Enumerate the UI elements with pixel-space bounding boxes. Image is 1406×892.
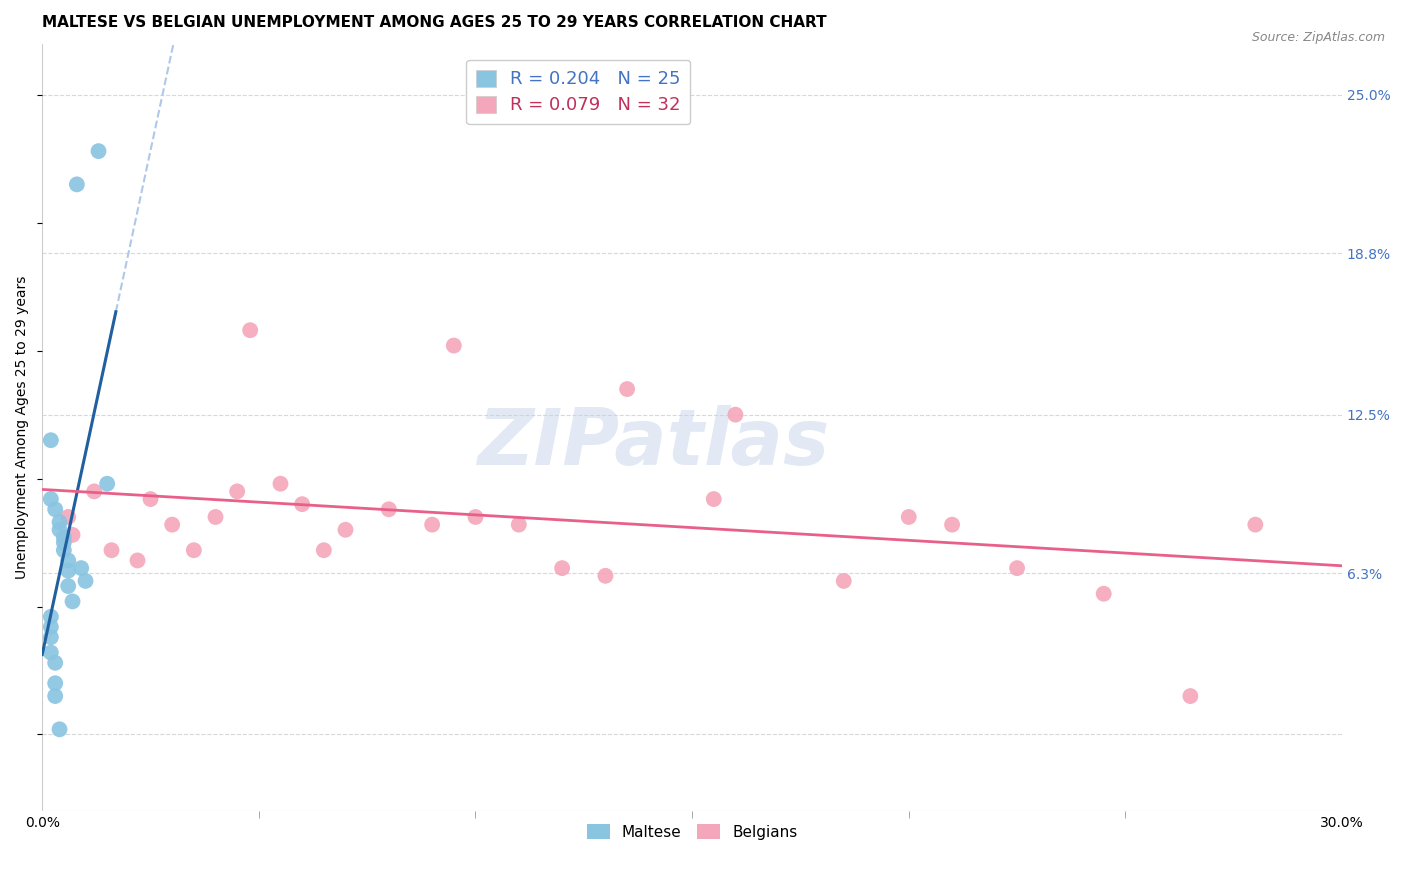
- Point: [48, 723, 70, 737]
- Point: [508, 517, 530, 532]
- Y-axis label: Unemployment Among Ages 25 to 29 years: Unemployment Among Ages 25 to 29 years: [15, 276, 30, 579]
- Point: [39, 646, 62, 660]
- Point: [39, 609, 62, 624]
- Point: [56, 510, 79, 524]
- Point: [44, 656, 66, 670]
- Point: [56, 564, 79, 578]
- Point: [464, 510, 486, 524]
- Point: [44, 689, 66, 703]
- Point: [39, 491, 62, 506]
- Point: [291, 497, 314, 511]
- Point: [127, 553, 149, 567]
- Point: [100, 543, 122, 558]
- Point: [56, 553, 79, 567]
- Legend: Maltese, Belgians: Maltese, Belgians: [581, 818, 803, 846]
- Point: [139, 491, 162, 506]
- Point: [66, 178, 89, 192]
- Text: MALTESE VS BELGIAN UNEMPLOYMENT AMONG AGES 25 TO 29 YEARS CORRELATION CHART: MALTESE VS BELGIAN UNEMPLOYMENT AMONG AG…: [42, 15, 827, 30]
- Point: [941, 517, 963, 532]
- Point: [39, 630, 62, 644]
- Point: [239, 323, 262, 337]
- Point: [335, 523, 357, 537]
- Point: [70, 561, 93, 575]
- Point: [39, 620, 62, 634]
- Text: ZIPatlas: ZIPatlas: [477, 405, 830, 481]
- Point: [183, 543, 205, 558]
- Point: [897, 510, 920, 524]
- Point: [204, 510, 226, 524]
- Point: [44, 502, 66, 516]
- Point: [39, 434, 62, 448]
- Point: [1005, 561, 1028, 575]
- Point: [62, 594, 84, 608]
- Point: [226, 484, 249, 499]
- Point: [1244, 517, 1267, 532]
- Point: [75, 574, 97, 588]
- Point: [551, 561, 574, 575]
- Point: [160, 517, 183, 532]
- Point: [48, 515, 70, 529]
- Point: [52, 535, 75, 549]
- Point: [595, 569, 617, 583]
- Point: [443, 338, 465, 352]
- Point: [832, 574, 855, 588]
- Text: Source: ZipAtlas.com: Source: ZipAtlas.com: [1251, 31, 1385, 45]
- Point: [48, 523, 70, 537]
- Point: [1092, 587, 1115, 601]
- Point: [1180, 689, 1202, 703]
- Point: [56, 579, 79, 593]
- Point: [83, 484, 105, 499]
- Point: [312, 543, 335, 558]
- Point: [703, 491, 725, 506]
- Point: [724, 408, 747, 422]
- Point: [44, 676, 66, 690]
- Point: [62, 528, 84, 542]
- Point: [420, 517, 443, 532]
- Point: [52, 531, 75, 545]
- Point: [269, 476, 291, 491]
- Point: [87, 144, 110, 158]
- Point: [52, 543, 75, 558]
- Point: [616, 382, 638, 396]
- Point: [378, 502, 401, 516]
- Point: [96, 476, 118, 491]
